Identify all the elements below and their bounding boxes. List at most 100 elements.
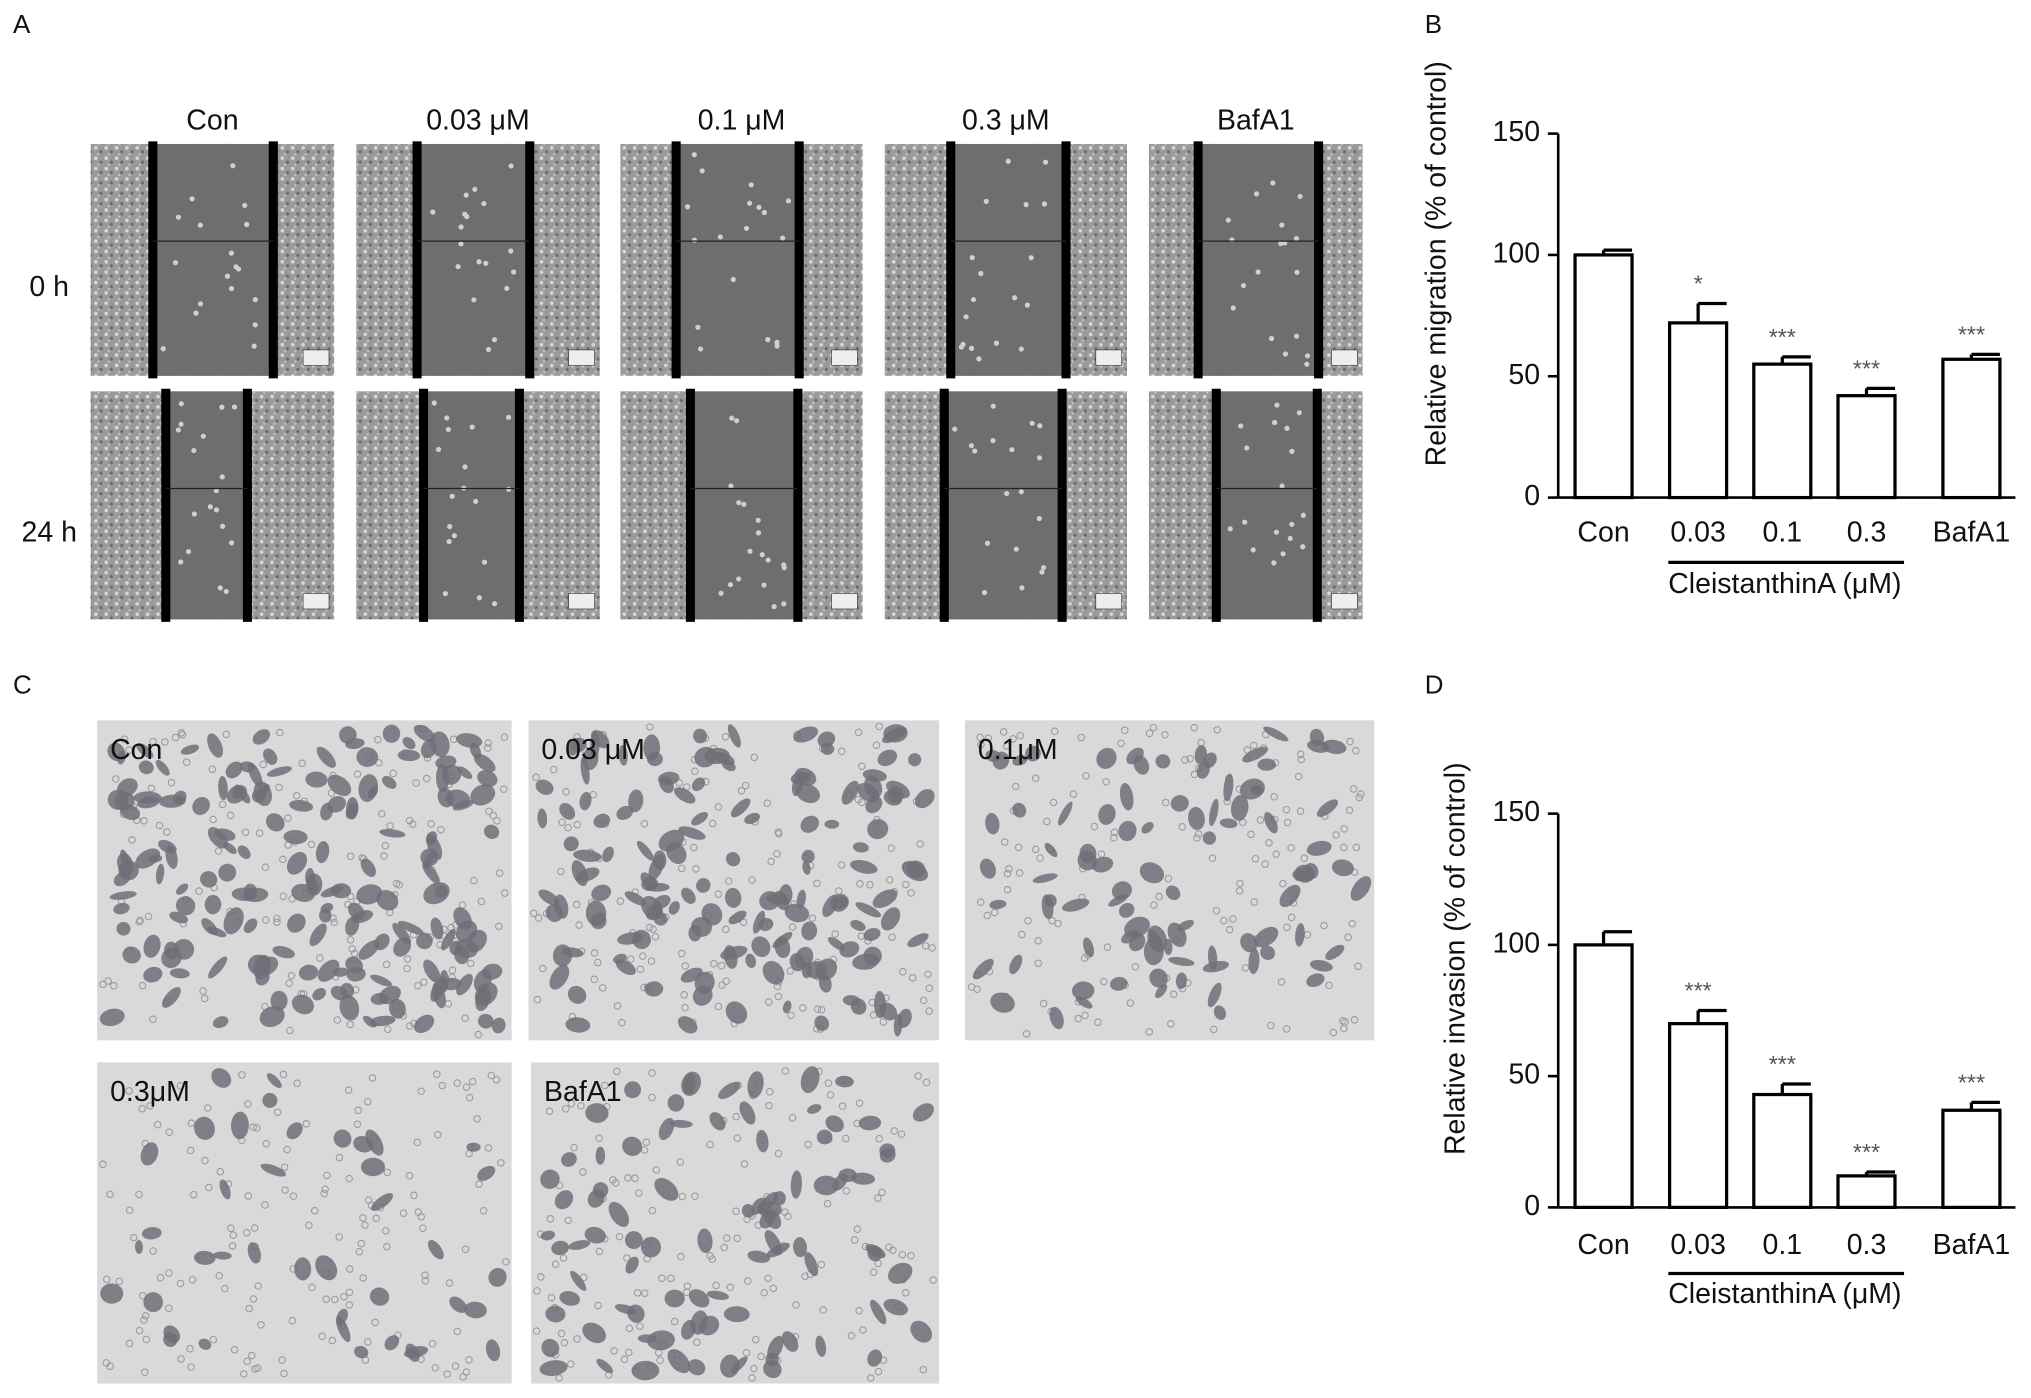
image-label: BafA1 — [544, 1076, 622, 1108]
pore — [1036, 854, 1044, 862]
cell — [253, 781, 272, 807]
pore — [722, 1234, 731, 1242]
pore — [405, 816, 414, 825]
pore — [1039, 999, 1048, 1008]
cell — [266, 1073, 282, 1089]
cell — [228, 286, 235, 292]
pore — [534, 914, 543, 922]
cell — [774, 339, 780, 345]
pore — [165, 1269, 173, 1277]
cell — [570, 1270, 587, 1291]
pore — [1344, 933, 1352, 942]
pore — [983, 911, 992, 920]
micrograph-bg — [97, 1062, 512, 1384]
pore — [186, 1146, 195, 1155]
cell — [784, 903, 810, 923]
pore — [1283, 923, 1291, 932]
pore — [276, 728, 284, 737]
cell — [709, 1112, 726, 1131]
pore — [364, 1338, 372, 1346]
cell — [287, 913, 306, 933]
cell — [667, 1349, 691, 1374]
cell — [476, 595, 482, 601]
cell — [647, 1330, 675, 1351]
bar — [1836, 394, 1897, 500]
cell — [1037, 423, 1043, 429]
cell — [640, 896, 663, 920]
pore — [545, 1107, 554, 1115]
pore — [165, 1304, 173, 1312]
scale-bar — [1095, 593, 1123, 610]
significance: *** — [1958, 1069, 1985, 1095]
pore — [493, 817, 501, 825]
pore — [279, 1070, 288, 1079]
cell — [745, 953, 757, 969]
pore — [1261, 860, 1269, 868]
cell — [764, 1230, 783, 1256]
cell — [473, 498, 479, 504]
y-tick-label: 150 — [1493, 796, 1541, 828]
pore — [438, 1081, 446, 1090]
pore — [774, 828, 783, 836]
pore — [1126, 999, 1135, 1007]
pore — [465, 1356, 473, 1364]
cell — [298, 964, 319, 981]
cell — [191, 447, 197, 454]
cell — [1196, 761, 1210, 779]
cell — [143, 1292, 164, 1313]
cell — [491, 1017, 506, 1034]
pore — [240, 1370, 248, 1378]
pore — [690, 843, 698, 852]
pore — [115, 1277, 124, 1286]
pore — [412, 779, 420, 787]
pore — [1014, 843, 1023, 852]
cell — [138, 760, 154, 775]
pore — [359, 1274, 367, 1282]
cell — [858, 1115, 882, 1131]
pore — [238, 1071, 246, 1079]
pore — [500, 785, 508, 793]
cell — [315, 1255, 338, 1281]
pore — [670, 1317, 679, 1326]
x-tick-label: 0.3 — [1847, 516, 1887, 548]
cell — [163, 1325, 181, 1344]
pore — [879, 1018, 888, 1026]
pore — [600, 1081, 609, 1090]
cell — [817, 731, 836, 748]
cell — [491, 337, 498, 343]
pore — [748, 1374, 756, 1382]
micrograph: 0.1μM — [964, 720, 1375, 1041]
cell — [1036, 455, 1043, 461]
pore — [557, 1329, 566, 1338]
pore — [575, 921, 583, 929]
pore — [1009, 735, 1017, 743]
cell — [907, 933, 929, 948]
cell — [336, 1308, 348, 1326]
pore — [229, 1231, 238, 1239]
pore — [1094, 1018, 1102, 1026]
cell — [265, 813, 285, 832]
cell — [464, 1301, 487, 1319]
cell — [207, 827, 228, 849]
pore — [787, 1011, 795, 1020]
pore — [558, 818, 566, 826]
cell — [1294, 269, 1300, 275]
cell — [231, 1111, 249, 1140]
cell — [228, 540, 235, 546]
cell — [235, 266, 242, 272]
cell — [960, 341, 966, 347]
pore — [1043, 817, 1051, 826]
cell — [1253, 191, 1260, 197]
pore — [1235, 887, 1244, 895]
cell — [217, 585, 223, 591]
pore — [898, 1250, 907, 1259]
cell — [135, 848, 161, 869]
pore — [590, 949, 599, 957]
cell — [1284, 425, 1290, 431]
pore — [1282, 805, 1291, 814]
cell — [333, 1129, 352, 1148]
cell — [356, 884, 383, 905]
cell — [1279, 483, 1285, 489]
wound-gap — [1216, 391, 1318, 620]
cell — [466, 929, 487, 953]
